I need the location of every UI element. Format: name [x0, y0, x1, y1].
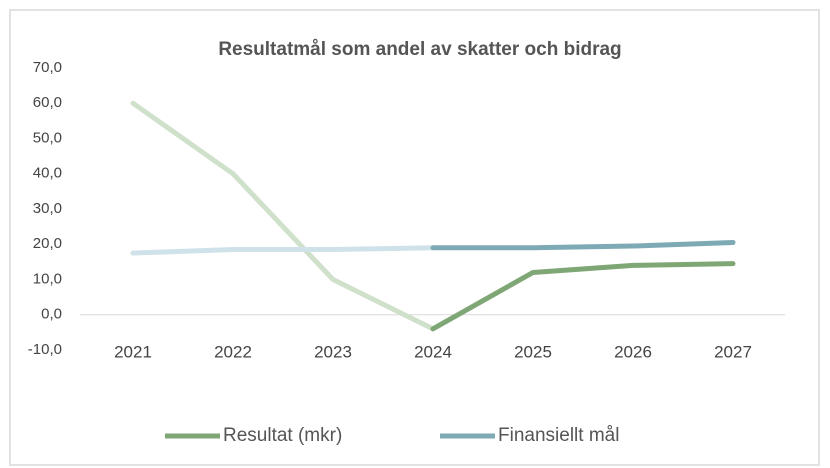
y-tick-label: 70,0 [33, 59, 62, 76]
x-tick-label: 2025 [514, 342, 552, 361]
y-tick-label: 30,0 [33, 200, 62, 217]
x-tick-label: 2023 [314, 342, 352, 361]
series-line [430, 261, 736, 332]
legend-label: Resultat (mkr) [223, 425, 342, 446]
x-tick-label: 2026 [614, 342, 652, 361]
legend-label: Finansiellt mål [498, 425, 619, 446]
y-tick-label: 20,0 [33, 235, 62, 252]
series-line-faded [130, 100, 436, 332]
y-tick-label: 60,0 [33, 94, 62, 111]
x-tick-label: 2022 [214, 342, 252, 361]
x-tick-label: 2024 [414, 342, 452, 361]
series-line [430, 239, 736, 251]
x-tick-label: 2027 [714, 342, 752, 361]
chart-frame [9, 9, 820, 466]
y-tick-label: 40,0 [33, 165, 62, 182]
y-tick-label: -10,0 [28, 341, 62, 358]
y-tick-label: 0,0 [41, 306, 62, 323]
chart-title: Resultatmål som andel av skatter och bid… [218, 39, 621, 60]
x-tick-label: 2021 [114, 342, 152, 361]
series-line-faded [130, 245, 436, 256]
y-tick-label: 10,0 [33, 270, 62, 287]
y-tick-label: 50,0 [33, 129, 62, 146]
